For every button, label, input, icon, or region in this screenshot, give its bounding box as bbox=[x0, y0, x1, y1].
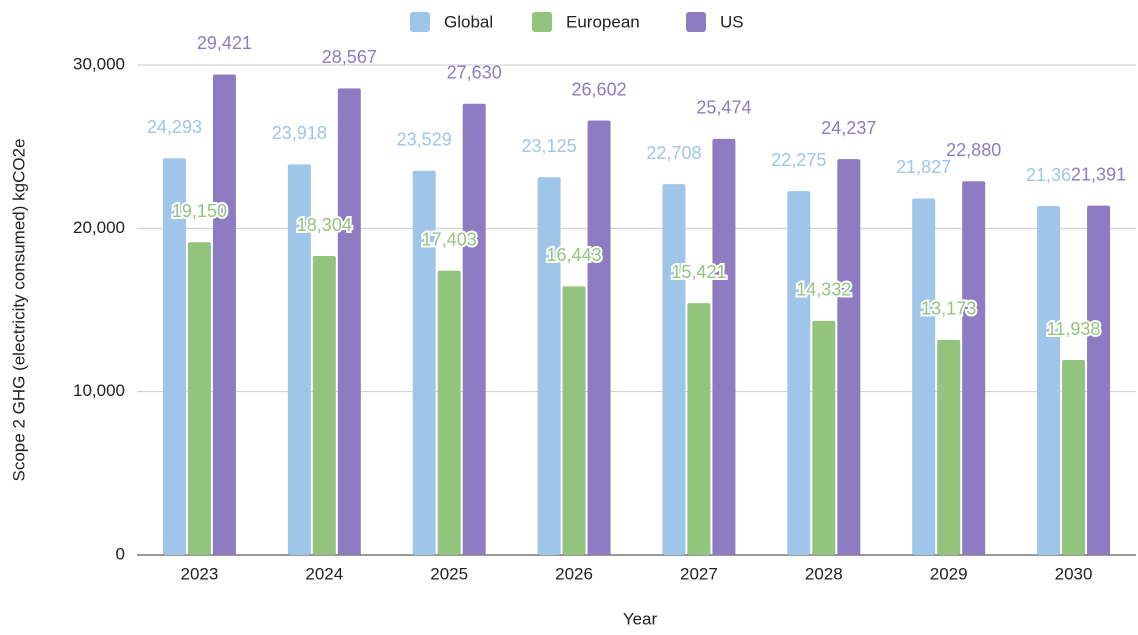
bar bbox=[912, 198, 936, 555]
data-label: 15,421 bbox=[671, 262, 726, 282]
x-tick-label: 2024 bbox=[305, 564, 343, 583]
x-tick-label: 2023 bbox=[181, 564, 219, 583]
data-label: 25,474 bbox=[696, 98, 751, 118]
bar bbox=[437, 270, 461, 555]
data-label: 22,880 bbox=[946, 140, 1001, 160]
legend-label: US bbox=[720, 12, 744, 31]
x-tick-label: 2027 bbox=[680, 564, 718, 583]
data-label: 23,125 bbox=[522, 136, 577, 156]
data-label: 29,421 bbox=[197, 33, 252, 53]
data-label: 17,403 bbox=[422, 230, 477, 250]
x-tick-label: 2025 bbox=[430, 564, 468, 583]
y-tick-label: 30,000 bbox=[73, 54, 125, 73]
data-label: 22,275 bbox=[771, 150, 826, 170]
data-label: 22,708 bbox=[646, 143, 701, 163]
data-label: 11,938 bbox=[1047, 319, 1101, 339]
bar bbox=[812, 320, 836, 555]
data-label: 26,602 bbox=[572, 79, 627, 99]
data-label: 19,150 bbox=[172, 201, 227, 221]
x-tick-label: 2026 bbox=[555, 564, 593, 583]
bar bbox=[337, 88, 361, 555]
bar bbox=[462, 103, 486, 556]
data-label: 23,529 bbox=[397, 129, 452, 149]
bar bbox=[787, 191, 811, 556]
y-tick-label: 20,000 bbox=[73, 218, 125, 237]
data-label: 21,827 bbox=[896, 157, 951, 177]
x-tick-label: 2029 bbox=[930, 564, 968, 583]
y-tick-label: 10,000 bbox=[73, 381, 125, 400]
data-label: 24,237 bbox=[821, 118, 876, 138]
data-label: 18,304 bbox=[297, 215, 352, 235]
bar bbox=[962, 181, 986, 555]
bar bbox=[662, 184, 686, 555]
bar bbox=[1087, 205, 1111, 556]
bar bbox=[162, 158, 186, 555]
bar bbox=[937, 339, 961, 555]
bar bbox=[212, 74, 236, 555]
bar bbox=[537, 177, 561, 555]
x-axis-title: Year bbox=[623, 609, 658, 628]
bar bbox=[1062, 360, 1086, 555]
data-label: 21,391 bbox=[1071, 164, 1126, 184]
bar bbox=[412, 170, 436, 555]
data-label: 23,918 bbox=[272, 123, 327, 143]
bar bbox=[562, 286, 586, 555]
legend-label: Global bbox=[444, 12, 493, 31]
y-tick-label: 0 bbox=[116, 544, 125, 563]
data-label: 13,173 bbox=[921, 299, 976, 319]
bar bbox=[287, 164, 311, 555]
bar bbox=[187, 242, 211, 555]
bar bbox=[687, 303, 711, 555]
bar bbox=[312, 256, 336, 555]
x-tick-label: 2028 bbox=[805, 564, 843, 583]
legend-swatch bbox=[532, 12, 552, 32]
legend-label: European bbox=[566, 12, 640, 31]
data-label: 24,293 bbox=[147, 117, 202, 137]
data-label: 16,443 bbox=[547, 245, 602, 265]
data-label: 28,567 bbox=[322, 47, 377, 67]
data-label: 14,332 bbox=[796, 280, 851, 300]
bar bbox=[1037, 206, 1061, 555]
legend-swatch bbox=[410, 12, 430, 32]
y-axis-title: Scope 2 GHG (electricity consumed) kgCO2… bbox=[9, 139, 28, 482]
legend-swatch bbox=[686, 12, 706, 32]
data-label: 27,630 bbox=[447, 62, 502, 82]
bar bbox=[712, 138, 736, 555]
x-tick-label: 2030 bbox=[1055, 564, 1093, 583]
bar bbox=[587, 120, 611, 555]
bar bbox=[837, 159, 861, 555]
data-label: 21,36 bbox=[1026, 165, 1071, 185]
